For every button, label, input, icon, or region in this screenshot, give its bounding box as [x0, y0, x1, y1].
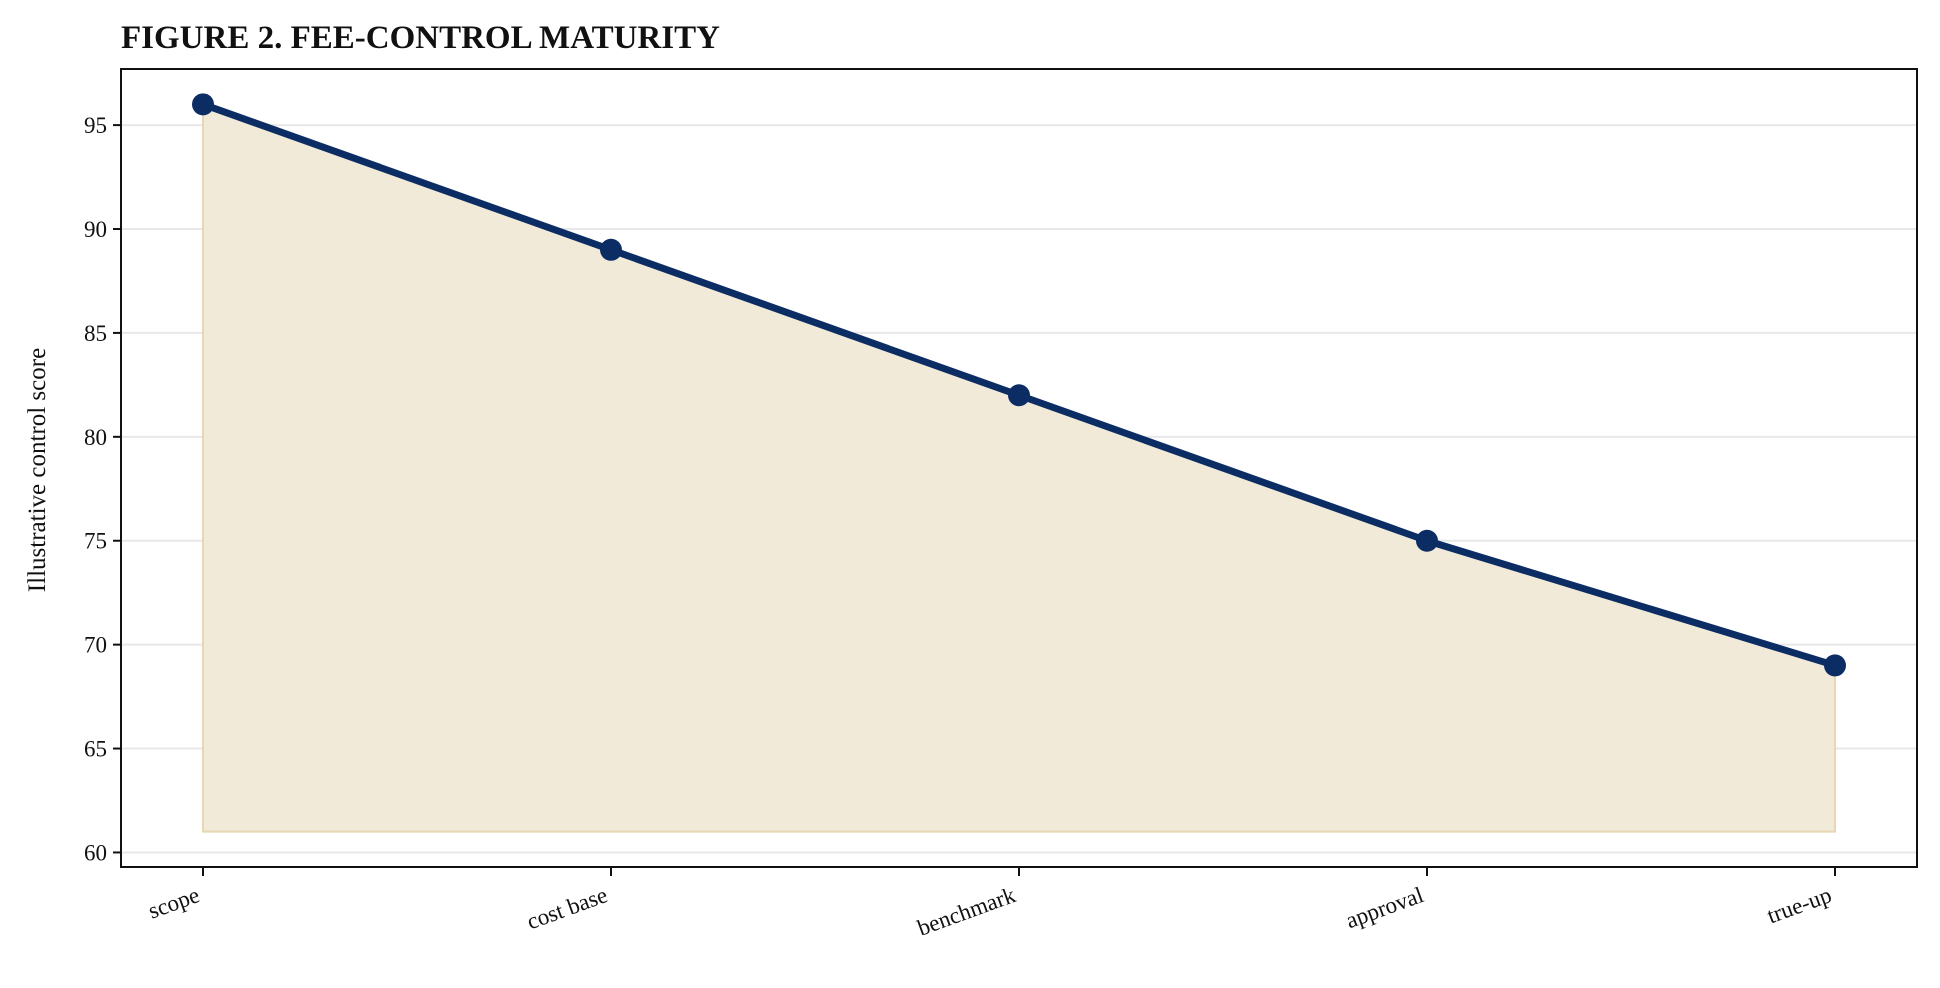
x-tick-label: benchmark: [914, 882, 1019, 941]
data-point-cost-base: [600, 238, 622, 261]
chart-title: FIGURE 2. FEE-CONTROL MATURITY: [121, 20, 720, 56]
data-point-benchmark: [1008, 384, 1030, 407]
x-tick-label: scope: [145, 882, 203, 923]
y-axis-ticks: 60 65 70 75 80 85 90 95: [84, 113, 121, 865]
y-tick-label: 85: [84, 321, 107, 346]
data-point-scope: [192, 93, 214, 116]
x-tick-label: true-up: [1764, 882, 1835, 928]
area-fill: [202, 102, 1836, 833]
y-tick-label: 70: [84, 633, 107, 658]
y-tick-label: 75: [84, 529, 107, 554]
y-tick-label: 95: [84, 113, 107, 138]
y-tick-label: 65: [84, 737, 107, 762]
y-axis-label: Illustrative control score: [24, 348, 51, 592]
y-tick-label: 80: [84, 425, 107, 450]
data-point-approval: [1416, 529, 1438, 552]
data-points: [192, 93, 1846, 677]
x-tick-label: cost base: [524, 882, 611, 934]
y-tick-label: 90: [84, 217, 107, 242]
x-axis-ticks: scope cost base benchmark approval true-up: [145, 867, 1836, 941]
area-polygon: [202, 102, 1836, 833]
x-tick-label: approval: [1343, 882, 1427, 933]
data-point-true-up: [1824, 654, 1846, 677]
y-tick-label: 60: [84, 840, 107, 865]
